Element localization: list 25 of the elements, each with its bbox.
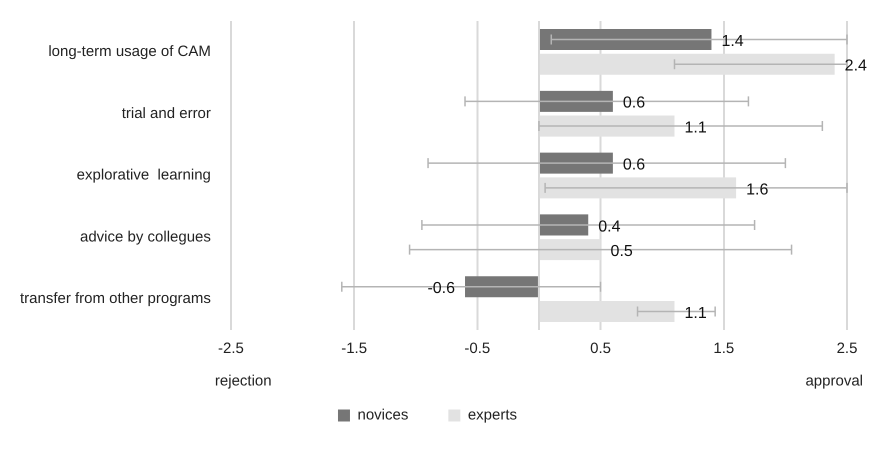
data-label: 1.4 xyxy=(721,32,744,50)
data-label: 2.4 xyxy=(844,58,868,75)
x-tick-label: 0.5 xyxy=(590,340,611,358)
data-label: 1.1 xyxy=(684,119,707,136)
text: rejection xyxy=(214,372,272,390)
data-label: -0.6 xyxy=(427,280,456,298)
data-label: 1.6 xyxy=(746,181,768,198)
y-tick-label: transfer from other programs xyxy=(20,290,211,308)
data-label: 0.6 xyxy=(622,94,646,112)
x-tick-label: 1.5 xyxy=(713,340,734,358)
y-tick-label: explorative learning xyxy=(76,166,211,184)
data-label: 0.5 xyxy=(610,243,633,260)
x-tick-label: -1.5 xyxy=(341,340,368,358)
x-tick-label: -0.5 xyxy=(464,340,490,358)
data-label: 0.4 xyxy=(598,218,621,236)
data-label: 0.6 xyxy=(622,156,646,174)
x-tick-label: 2.5 xyxy=(836,340,858,358)
y-tick-label: trial and error xyxy=(122,104,211,122)
legend-label: novices xyxy=(357,406,408,424)
y-tick-label: long-term usage of CAM xyxy=(48,43,211,60)
legend-label: experts xyxy=(468,406,518,424)
x-tick-label: -2.5 xyxy=(218,340,244,358)
data-label: 1.1 xyxy=(684,304,707,322)
y-tick-label: advice by collegues xyxy=(80,228,211,246)
text: approval xyxy=(805,372,863,390)
